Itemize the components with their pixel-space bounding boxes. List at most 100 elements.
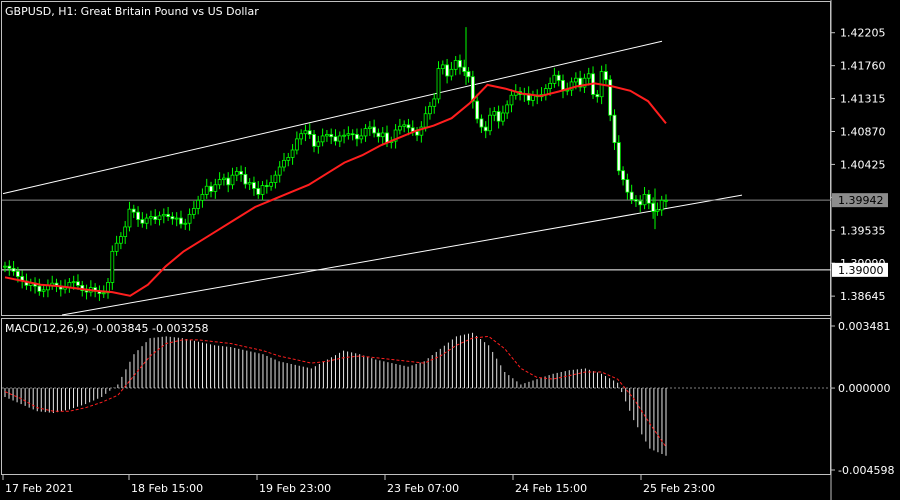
candle-body: [273, 174, 278, 183]
candle-body: [458, 60, 462, 68]
candle-body: [415, 131, 419, 136]
candle-body: [204, 185, 209, 195]
candle-body: [372, 126, 377, 134]
channel-lower-line: [61, 194, 743, 316]
channel-upper-line: [2, 40, 663, 195]
bid-price-box: [832, 193, 888, 208]
candle-body: [642, 193, 647, 206]
candle-body: [376, 132, 381, 138]
candle-body: [488, 114, 492, 132]
candle-body: [466, 71, 471, 78]
time-tick-label: 19 Feb 23:00: [259, 482, 331, 495]
candle-body: [492, 111, 497, 116]
candle-body: [174, 217, 179, 220]
candle-body: [71, 281, 76, 284]
candle-body: [629, 191, 634, 200]
candle-body: [337, 135, 342, 142]
candle-body: [157, 215, 162, 220]
candle-body: [440, 64, 445, 69]
candle-body: [428, 105, 432, 115]
candle-body: [496, 111, 501, 122]
candle-body: [548, 82, 553, 89]
candle-body: [367, 126, 372, 129]
candle-body: [127, 208, 132, 228]
candle-body: [290, 149, 295, 158]
candle-body: [252, 182, 256, 189]
candle-body: [355, 134, 359, 140]
candle-body: [264, 185, 269, 187]
candle-body: [552, 74, 557, 84]
time-tick-label: 17 Feb 2021: [5, 482, 73, 495]
candle-body: [402, 124, 407, 127]
candle-body: [256, 188, 261, 195]
candle-body: [625, 179, 630, 193]
candle-body: [359, 135, 364, 140]
candle-body: [664, 199, 668, 202]
horizontal-lines[interactable]: [2, 199, 831, 271]
candle-body: [436, 68, 441, 100]
candle-body: [286, 156, 291, 161]
macd-tick-label: 0.003481: [838, 320, 891, 333]
price-tick-label: 1.41315: [840, 93, 886, 106]
candle-body: [325, 134, 329, 137]
candle-body: [153, 216, 158, 220]
candle-body: [200, 193, 205, 201]
candle-body: [363, 128, 368, 137]
candle-body: [131, 208, 136, 213]
candle-body: [462, 66, 467, 72]
candle-body: [346, 133, 351, 136]
candle-body: [166, 213, 171, 217]
candle-body: [110, 250, 115, 283]
candle-body: [604, 71, 608, 81]
candle-body: [393, 129, 398, 142]
candle-body: [505, 104, 510, 114]
candle-body: [634, 199, 638, 202]
candle-body: [500, 112, 505, 122]
time-tick-label: 24 Feb 15:00: [515, 482, 587, 495]
candle-body: [37, 285, 42, 292]
candle-body: [659, 199, 664, 211]
macd-indicator: [2, 332, 831, 456]
trend-channel[interactable]: [2, 40, 743, 316]
candle-body: [243, 174, 248, 185]
candle-body: [161, 213, 166, 217]
candle-body: [509, 94, 514, 106]
candle-body: [578, 77, 583, 88]
price-tick-label: 1.39535: [840, 224, 886, 237]
candle-body: [350, 133, 355, 136]
macd-tick-label: 0.000000: [838, 382, 891, 395]
candle-body: [67, 282, 72, 288]
candle-body: [312, 134, 316, 147]
candle-body: [41, 289, 46, 292]
candle-body: [213, 184, 218, 192]
macd-signal-line: [4, 335, 667, 448]
candle-body: [582, 77, 587, 88]
candle-body: [144, 217, 149, 224]
price-tick-label: 1.38645: [840, 290, 886, 303]
candle-body: [136, 211, 140, 220]
candle-body: [342, 134, 346, 137]
candle-body: [3, 265, 7, 268]
candle-body: [282, 159, 286, 168]
candle-body: [234, 171, 239, 176]
candle-body: [170, 216, 175, 220]
price-tick-label: 1.40425: [840, 158, 886, 171]
candle-body: [230, 174, 235, 186]
candle-body: [380, 132, 385, 138]
chart-title: GBPUSD, H1: Great Britain Pound vs US Do…: [5, 5, 259, 18]
candle-body: [316, 141, 321, 147]
candle-body: [222, 177, 226, 180]
candle-body: [595, 94, 600, 98]
candle-body: [612, 114, 617, 143]
candle-body: [475, 100, 480, 120]
candle-body: [106, 282, 110, 294]
candle-body: [7, 265, 12, 269]
candle-body: [196, 199, 201, 209]
candle-body: [320, 135, 325, 143]
candle-body: [453, 60, 458, 70]
candle-body: [84, 290, 89, 293]
candle-body: [329, 134, 334, 138]
time-axis: 17 Feb 2021 18 Feb 15:00 19 Feb 23:00 23 Fe…: [2, 475, 715, 495]
